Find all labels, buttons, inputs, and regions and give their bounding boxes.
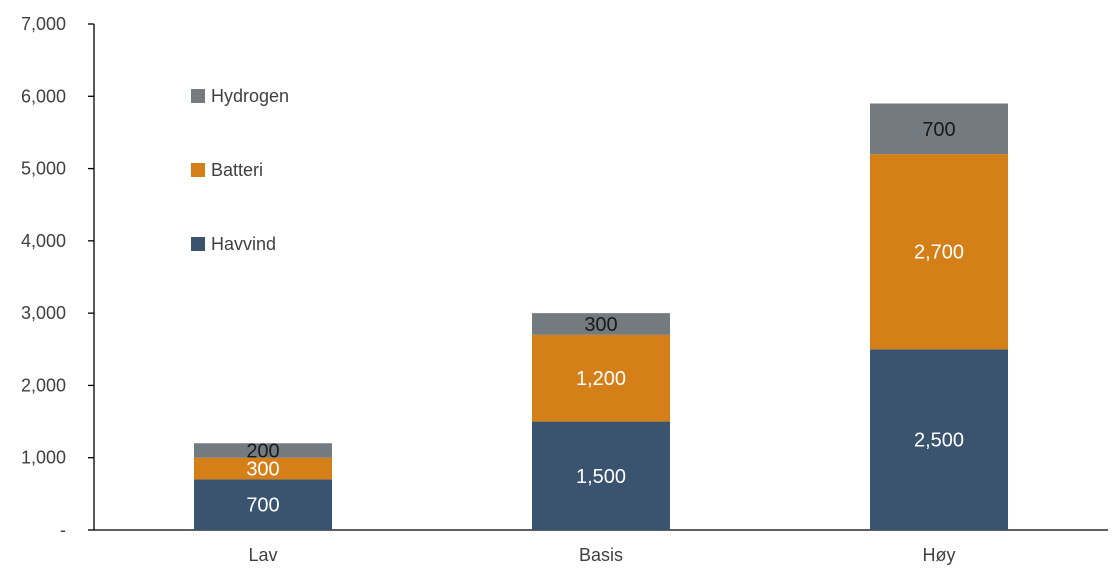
legend-swatch-hydrogen — [191, 89, 205, 103]
bar-segment-havvind — [194, 479, 332, 530]
axes: - 1,000 2,000 3,000 4,000 5,000 6,000 7,000 Lav B… — [21, 14, 1108, 565]
legend-swatch-havvind — [191, 237, 205, 251]
data-label: 700 — [922, 119, 955, 141]
y-tick-label: 2,000 — [21, 375, 66, 395]
y-tick-label: 5,000 — [21, 159, 66, 179]
legend-swatch-batteri — [191, 163, 205, 177]
legend-label: Hydrogen — [211, 86, 289, 106]
x-tick-label: Basis — [579, 545, 623, 565]
data-label: 700 — [246, 495, 279, 517]
bars — [194, 103, 1008, 530]
data-label: 200 — [246, 440, 279, 462]
x-tick-label: Høy — [923, 545, 956, 565]
bar-segment-hydrogen — [532, 313, 670, 335]
y-tick-label: 4,000 — [21, 231, 66, 251]
y-tick-label: 6,000 — [21, 86, 66, 106]
bar-segment-havvind — [870, 349, 1008, 530]
data-label: 300 — [584, 314, 617, 336]
data-label: 1,500 — [576, 466, 626, 488]
bar-segment-batteri — [532, 334, 670, 422]
y-tick-label: 1,000 — [21, 448, 66, 468]
data-label: 2,500 — [914, 430, 964, 452]
y-tick-label: 3,000 — [21, 303, 66, 323]
bar-segment-batteri — [870, 154, 1008, 350]
data-label: 300 — [246, 459, 279, 481]
legend: Hydrogen Batteri Havvind — [191, 86, 289, 254]
y-tick-label: - — [60, 520, 66, 540]
bar-segment-hydrogen — [194, 443, 332, 458]
bar-segment-batteri — [194, 457, 332, 480]
bar-segment-hydrogen — [870, 103, 1008, 155]
y-tick-label: 7,000 — [21, 14, 66, 34]
legend-label: Batteri — [211, 160, 263, 180]
bar-segment-havvind — [532, 421, 670, 530]
data-label: 1,200 — [576, 368, 626, 390]
data-label: 2,700 — [914, 242, 964, 264]
legend-label: Havvind — [211, 234, 276, 254]
x-tick-label: Lav — [248, 545, 277, 565]
